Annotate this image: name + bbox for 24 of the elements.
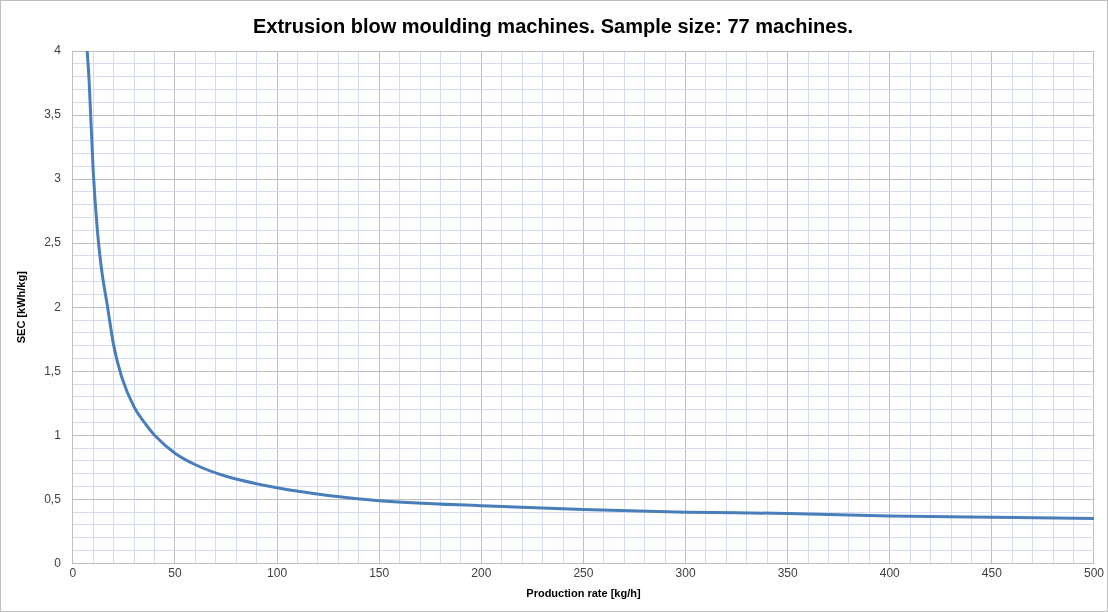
x-tick-label: 400 — [879, 565, 901, 580]
x-tick-label: 0 — [69, 565, 77, 580]
x-tick-label: 500 — [1083, 565, 1105, 580]
x-tick-label: 50 — [168, 565, 182, 580]
y-tick-label: 0 — [54, 555, 62, 570]
y-tick-label: 0,5 — [44, 491, 62, 506]
x-tick-label: 250 — [573, 565, 594, 580]
y-tick-label: 1 — [54, 427, 62, 442]
x-tick-label: 300 — [675, 565, 696, 580]
x-tick-label: 350 — [777, 565, 798, 580]
y-axis-title: SEC [kWh/kg] — [14, 270, 27, 344]
x-tick-label: 450 — [981, 565, 1003, 580]
y-tick-label: 3,5 — [44, 107, 62, 122]
x-tick-label: 200 — [471, 565, 492, 580]
x-tick-label: 150 — [369, 565, 390, 580]
y-tick-label: 2,5 — [44, 235, 62, 250]
x-tick-label: 100 — [267, 565, 288, 580]
y-tick-label: 1,5 — [44, 363, 62, 378]
y-tick-label: 4 — [54, 43, 62, 58]
chart-title: Extrusion blow moulding machines. Sample size: 77 machines. — [252, 14, 854, 37]
x-axis-title: Production rate [kg/h] — [526, 587, 641, 600]
y-tick-label: 3 — [54, 171, 62, 186]
line-series — [85, 51, 1094, 521]
y-tick-label: 2 — [54, 299, 62, 314]
